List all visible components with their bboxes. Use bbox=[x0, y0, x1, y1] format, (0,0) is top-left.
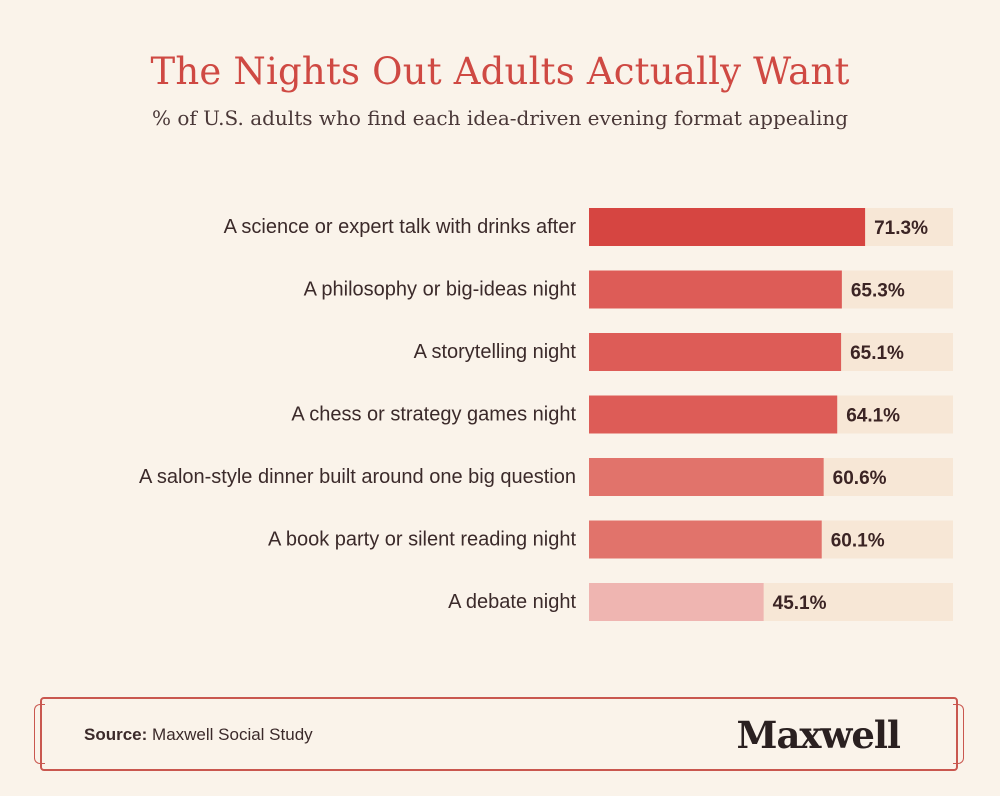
bar bbox=[589, 395, 838, 434]
chart-title: The Nights Out Adults Actually Want bbox=[150, 50, 850, 93]
source-footer: Source: Maxwell Social Study Maxwell bbox=[34, 697, 964, 771]
category-label: A storytelling night bbox=[414, 341, 577, 363]
value-label: 45.1% bbox=[773, 593, 827, 614]
bar bbox=[589, 270, 842, 309]
source-label: Source: bbox=[84, 725, 148, 744]
category-label: A philosophy or big-ideas night bbox=[304, 279, 577, 301]
bar-chart: A science or expert talk with drinks aft… bbox=[139, 208, 953, 621]
value-label: 71.3% bbox=[874, 218, 928, 239]
category-label: A chess or strategy games night bbox=[291, 404, 576, 426]
source-text: Maxwell Social Study bbox=[152, 725, 313, 744]
bar bbox=[589, 208, 866, 246]
source-note: Source: Maxwell Social Study bbox=[84, 725, 313, 745]
category-label: A debate night bbox=[448, 591, 576, 613]
chart-subtitle: % of U.S. adults who find each idea-driv… bbox=[151, 106, 849, 130]
category-label: A book party or silent reading night bbox=[268, 529, 576, 551]
category-label: A science or expert talk with drinks aft… bbox=[224, 216, 577, 238]
value-label: 60.6% bbox=[833, 468, 887, 489]
value-label: 60.1% bbox=[831, 531, 885, 552]
brand-logo: Maxwell bbox=[736, 713, 901, 757]
bar bbox=[589, 583, 764, 621]
value-label: 64.1% bbox=[846, 406, 900, 427]
category-label: A salon-style dinner built around one bi… bbox=[139, 466, 576, 488]
bar bbox=[589, 333, 842, 371]
bar bbox=[589, 458, 824, 496]
value-label: 65.1% bbox=[850, 343, 904, 364]
value-label: 65.3% bbox=[851, 281, 905, 302]
bar bbox=[589, 520, 822, 559]
